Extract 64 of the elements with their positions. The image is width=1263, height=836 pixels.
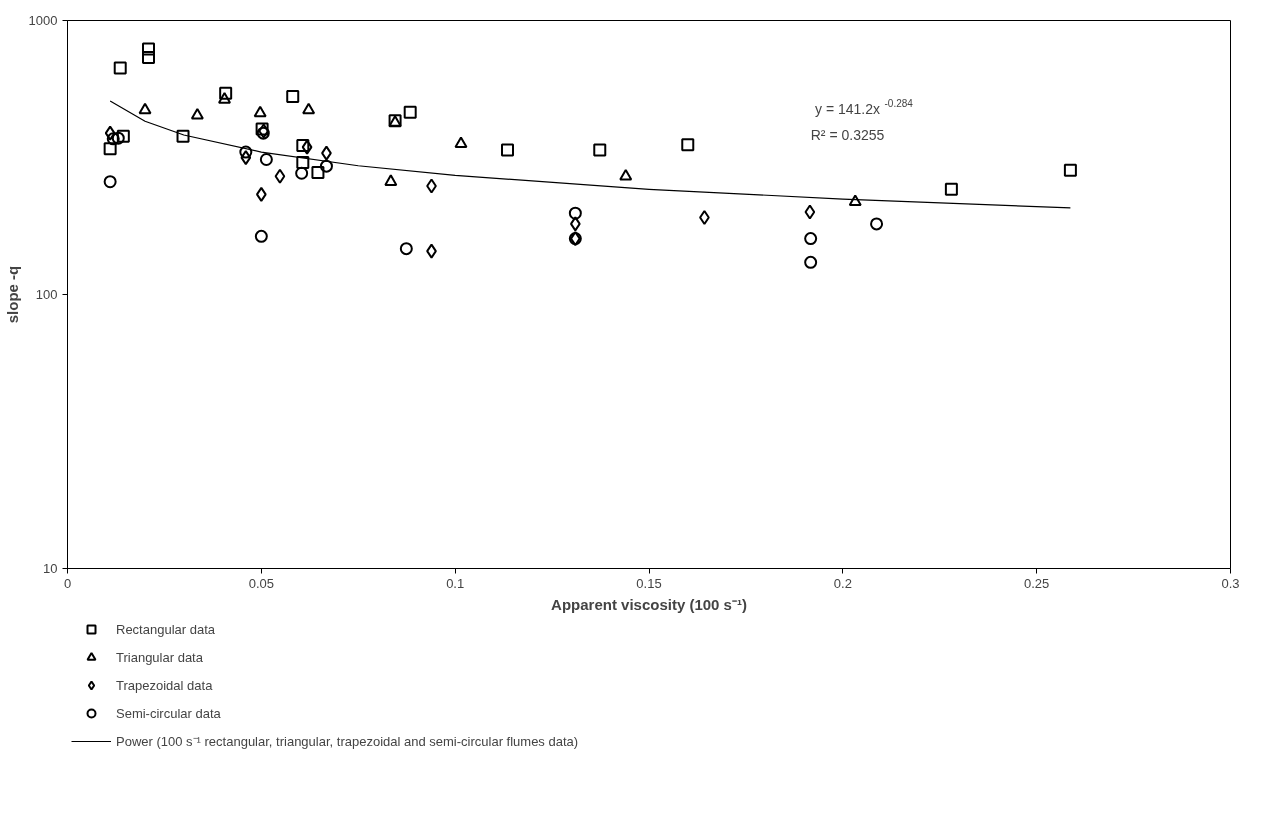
legend-label: Triangular data — [116, 649, 203, 665]
annotation: y = 141.2x-0.284 — [815, 97, 914, 117]
point — [593, 143, 607, 157]
point — [295, 166, 309, 180]
point — [403, 105, 417, 119]
y-tick-label: 100 — [35, 287, 58, 302]
point — [103, 142, 117, 156]
point — [804, 255, 818, 269]
point — [103, 175, 117, 189]
point — [699, 210, 710, 225]
x-tick-label: 0 — [63, 575, 72, 591]
point — [218, 92, 232, 104]
point — [274, 168, 286, 184]
point — [1063, 163, 1077, 177]
point — [239, 145, 253, 159]
y-axis-title: slope -q — [3, 265, 21, 324]
point — [104, 125, 116, 141]
point — [681, 138, 695, 152]
point — [870, 217, 884, 231]
point — [253, 105, 267, 118]
point — [142, 42, 156, 56]
x-axis-title: Apparent viscosity (100 s⁻¹) — [551, 595, 747, 613]
point — [240, 150, 252, 166]
x-tick-label: 0.3 — [1221, 575, 1240, 591]
x-tick-label: 0.05 — [248, 575, 274, 591]
x-tick-label: 0.2 — [833, 575, 852, 591]
y-tick-label: 10 — [43, 561, 58, 576]
point — [190, 107, 204, 120]
point — [259, 152, 273, 166]
point — [176, 129, 190, 143]
point — [399, 242, 413, 256]
point — [116, 129, 130, 143]
point — [944, 182, 958, 196]
legend-label: Power (100 s⁻¹ rectangular, triangular, trapezoidal and semi-circular flumes data) — [116, 733, 579, 750]
legend-label: Semi-circular data — [116, 705, 221, 721]
point — [454, 136, 468, 148]
legend-label: Rectangular data — [116, 621, 216, 637]
point — [568, 206, 582, 220]
legend-label: Trapezoidal data — [116, 677, 213, 693]
point — [142, 50, 156, 64]
point — [286, 90, 300, 103]
y-tick-label: 1000 — [28, 13, 58, 28]
point — [113, 61, 127, 75]
point — [296, 156, 310, 170]
point — [501, 143, 514, 157]
point — [111, 131, 125, 145]
point — [311, 165, 325, 179]
point — [301, 139, 313, 155]
x-tick-label: 0.25 — [1024, 575, 1050, 591]
point — [296, 138, 310, 152]
point — [138, 102, 152, 115]
point — [804, 204, 816, 220]
point — [254, 229, 268, 243]
x-tick-label: 0.1 — [446, 575, 465, 591]
point — [619, 168, 633, 181]
point — [848, 194, 862, 206]
point — [384, 174, 398, 186]
x-tick-label: 0.15 — [636, 575, 662, 591]
point — [319, 159, 333, 173]
point — [804, 232, 818, 246]
point — [302, 102, 316, 115]
annotation: R² = 0.3255 — [810, 126, 885, 143]
line-series — [109, 100, 1071, 209]
point — [219, 86, 233, 100]
